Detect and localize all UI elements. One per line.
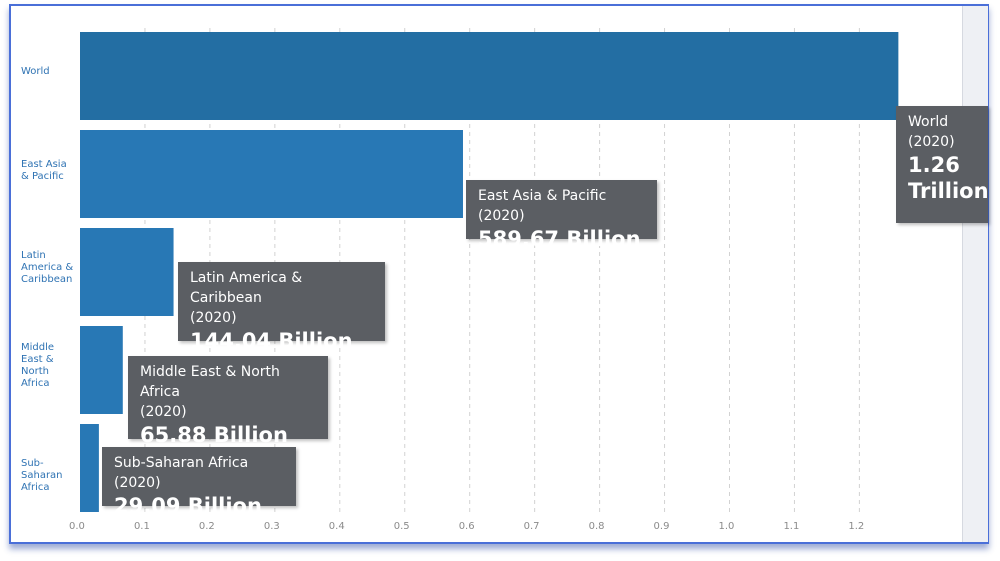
callout-label: (2020) (140, 404, 187, 420)
x-tick-label: 1.1 (783, 521, 799, 532)
x-tick-label: 1.0 (719, 521, 735, 532)
callout-label: Latin America & Caribbean (190, 270, 303, 306)
x-tick-label: 0.2 (199, 521, 215, 532)
callout-label: East Asia & Pacific (2020) (478, 188, 607, 224)
x-tick-label: 0.7 (524, 521, 540, 532)
scroll-strip (962, 6, 988, 542)
category-label: East Asia & Pacific (21, 159, 67, 182)
category-label: World (21, 66, 50, 77)
category-label: Latin America & Caribbean (21, 250, 74, 285)
x-tick-label: 0.6 (459, 521, 475, 532)
bar-world[interactable] (80, 32, 899, 120)
x-tick-label: 0.0 (69, 521, 85, 532)
x-tick-label: 0.1 (134, 521, 150, 532)
callout-value: 1.26 (908, 153, 960, 177)
bar-east-asia-pacific[interactable] (80, 130, 463, 218)
value-callout: Latin America & Caribbean (2020) 144.04 Bi… (178, 262, 385, 353)
bar-sub-saharan-africa[interactable] (80, 424, 99, 512)
x-tick-label: 0.8 (589, 521, 605, 532)
x-tick-label: 0.5 (394, 521, 410, 532)
callout-value: 589.67 Billion (478, 227, 641, 251)
category-label: Sub-Saharan Africa (21, 458, 63, 493)
x-tick-label: 1.2 (848, 521, 864, 532)
x-tick-label: 0.3 (264, 521, 280, 532)
callout-value: 29.09 Billion (114, 494, 262, 518)
callout-label: Sub-Saharan Africa (2020) (114, 455, 249, 491)
value-callout: Sub-Saharan Africa (2020) 29.09 Billion (102, 447, 296, 518)
x-tick-label: 0.4 (329, 521, 345, 532)
callout-value: Trillion (908, 179, 989, 203)
callout-label: (2020) (190, 310, 237, 326)
bar-middle-east-north-africa[interactable] (80, 326, 123, 414)
callout-value: 65.88 Billion (140, 423, 288, 447)
value-callout: East Asia & Pacific (2020) 589.67 Billion (466, 180, 657, 251)
category-label: Middle East & North Africa (21, 342, 55, 389)
value-callout: Middle East & North Africa (2020) 65.88 Bi… (128, 356, 328, 447)
callout-label: Middle East & North Africa (140, 364, 280, 400)
callout-label: (2020) (908, 134, 955, 150)
value-callout: World (2020) 1.26 Trillion (896, 106, 989, 223)
bar-latin-america-caribbean[interactable] (80, 228, 174, 316)
x-tick-label: 0.9 (654, 521, 670, 532)
callout-label: World (908, 114, 949, 130)
callout-value: 144.04 Billion (190, 329, 353, 353)
